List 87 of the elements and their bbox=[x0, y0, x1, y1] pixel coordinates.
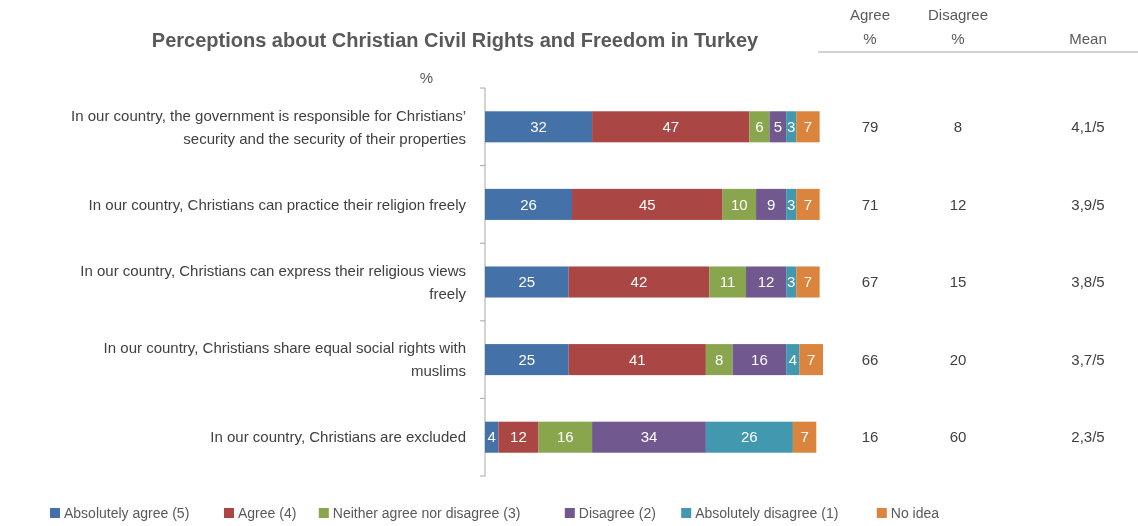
text: 15 bbox=[949, 273, 967, 291]
data-label: 26 bbox=[741, 428, 758, 446]
legend-label: Disagree (2) bbox=[578, 504, 656, 521]
bar bbox=[709, 266, 747, 298]
data-label: 11 bbox=[719, 273, 736, 291]
bar bbox=[722, 188, 757, 220]
category-label: Agree % bbox=[849, 6, 891, 47]
legend-label: Agree (4) bbox=[238, 504, 297, 521]
bar bbox=[705, 344, 733, 376]
data-label: 6 bbox=[755, 118, 764, 136]
data-label: 25 bbox=[518, 273, 536, 291]
bar bbox=[485, 188, 573, 220]
data-label: 12 bbox=[757, 273, 775, 291]
text: 3,7/5 bbox=[1071, 350, 1105, 368]
data-label: 41 bbox=[628, 350, 646, 368]
text: 66 bbox=[861, 350, 879, 368]
data-label: 10 bbox=[730, 195, 748, 213]
data-label: 16 bbox=[751, 350, 768, 368]
legend-label: Absolutely disagree (1) bbox=[695, 504, 839, 521]
bar bbox=[769, 111, 787, 143]
data-label: 5 bbox=[773, 118, 782, 136]
data-label: 7 bbox=[803, 195, 813, 213]
data-label: 47 bbox=[662, 118, 680, 136]
bar bbox=[796, 111, 820, 143]
bar bbox=[568, 344, 706, 376]
data-label: 45 bbox=[638, 195, 656, 213]
bar bbox=[592, 421, 706, 453]
data-label: 9 bbox=[766, 195, 776, 213]
text: 20 bbox=[949, 350, 967, 368]
text: 79 bbox=[861, 118, 879, 136]
bar bbox=[485, 111, 593, 143]
y-tick-label: In our country, Christians are excluded bbox=[210, 428, 466, 446]
text: 12 bbox=[949, 195, 967, 213]
data-label: 8 bbox=[715, 350, 724, 368]
text: 3,9/5 bbox=[1071, 195, 1105, 213]
x-axis-title: % bbox=[419, 69, 433, 86]
chart-title: Perceptions about Christian Civil Rights and Freedom in Turkey bbox=[151, 29, 760, 51]
text: 4,1/5 bbox=[1071, 118, 1105, 136]
bar bbox=[498, 421, 539, 453]
text: 16 bbox=[861, 428, 879, 446]
text: 3,8/5 bbox=[1071, 273, 1105, 291]
legend-label: Neither agree nor disagree (3) bbox=[332, 504, 521, 521]
y-tick-label: In our country, Christians can express their religious views freely bbox=[80, 261, 467, 302]
bar bbox=[799, 344, 823, 376]
data-label: 4 bbox=[487, 428, 496, 446]
category-label: Mean bbox=[1069, 30, 1107, 47]
bar bbox=[786, 344, 800, 376]
data-label: 34 bbox=[640, 428, 658, 446]
bar bbox=[749, 111, 770, 143]
data-label: 12 bbox=[510, 428, 527, 446]
y-tick-label: In our country, Christians can practice their religion freely bbox=[88, 195, 467, 213]
text: 8 bbox=[953, 118, 963, 136]
text: 71 bbox=[861, 195, 879, 213]
legend-label: No idea bbox=[890, 504, 940, 521]
bar bbox=[705, 421, 793, 453]
bar bbox=[538, 421, 593, 453]
data-label: 7 bbox=[803, 273, 813, 291]
bar bbox=[796, 188, 820, 220]
text: 67 bbox=[861, 273, 879, 291]
bar bbox=[756, 188, 787, 220]
legend-label: Absolutely agree (5) bbox=[64, 504, 190, 521]
data-label: 26 bbox=[520, 195, 537, 213]
data-label: 7 bbox=[803, 118, 813, 136]
bar bbox=[485, 266, 569, 298]
data-label: 42 bbox=[630, 273, 648, 291]
category-label: Disagree % bbox=[927, 6, 989, 47]
text: 2,3/5 bbox=[1071, 428, 1105, 446]
data-label: 16 bbox=[556, 428, 574, 446]
data-label: 4 bbox=[788, 350, 798, 368]
bar bbox=[746, 266, 787, 298]
bar bbox=[572, 188, 723, 220]
bar bbox=[568, 266, 710, 298]
y-tick-label: In our country, the government is responsible for Christians’ security and the security of their properties bbox=[71, 106, 466, 147]
data-label: 3 bbox=[787, 273, 796, 291]
bar bbox=[485, 344, 569, 376]
bar bbox=[592, 111, 750, 143]
data-label: 25 bbox=[518, 350, 536, 368]
text: 60 bbox=[949, 428, 967, 446]
data-label: 7 bbox=[800, 428, 809, 446]
data-label: 7 bbox=[807, 350, 816, 368]
y-tick-label: In our country, Christians share equal social rights with muslims bbox=[103, 339, 466, 380]
bar bbox=[796, 266, 820, 298]
data-label: 3 bbox=[787, 195, 796, 213]
bar bbox=[792, 421, 817, 453]
data-label: 3 bbox=[787, 118, 796, 136]
data-label: 32 bbox=[530, 118, 547, 136]
bar bbox=[732, 344, 787, 376]
